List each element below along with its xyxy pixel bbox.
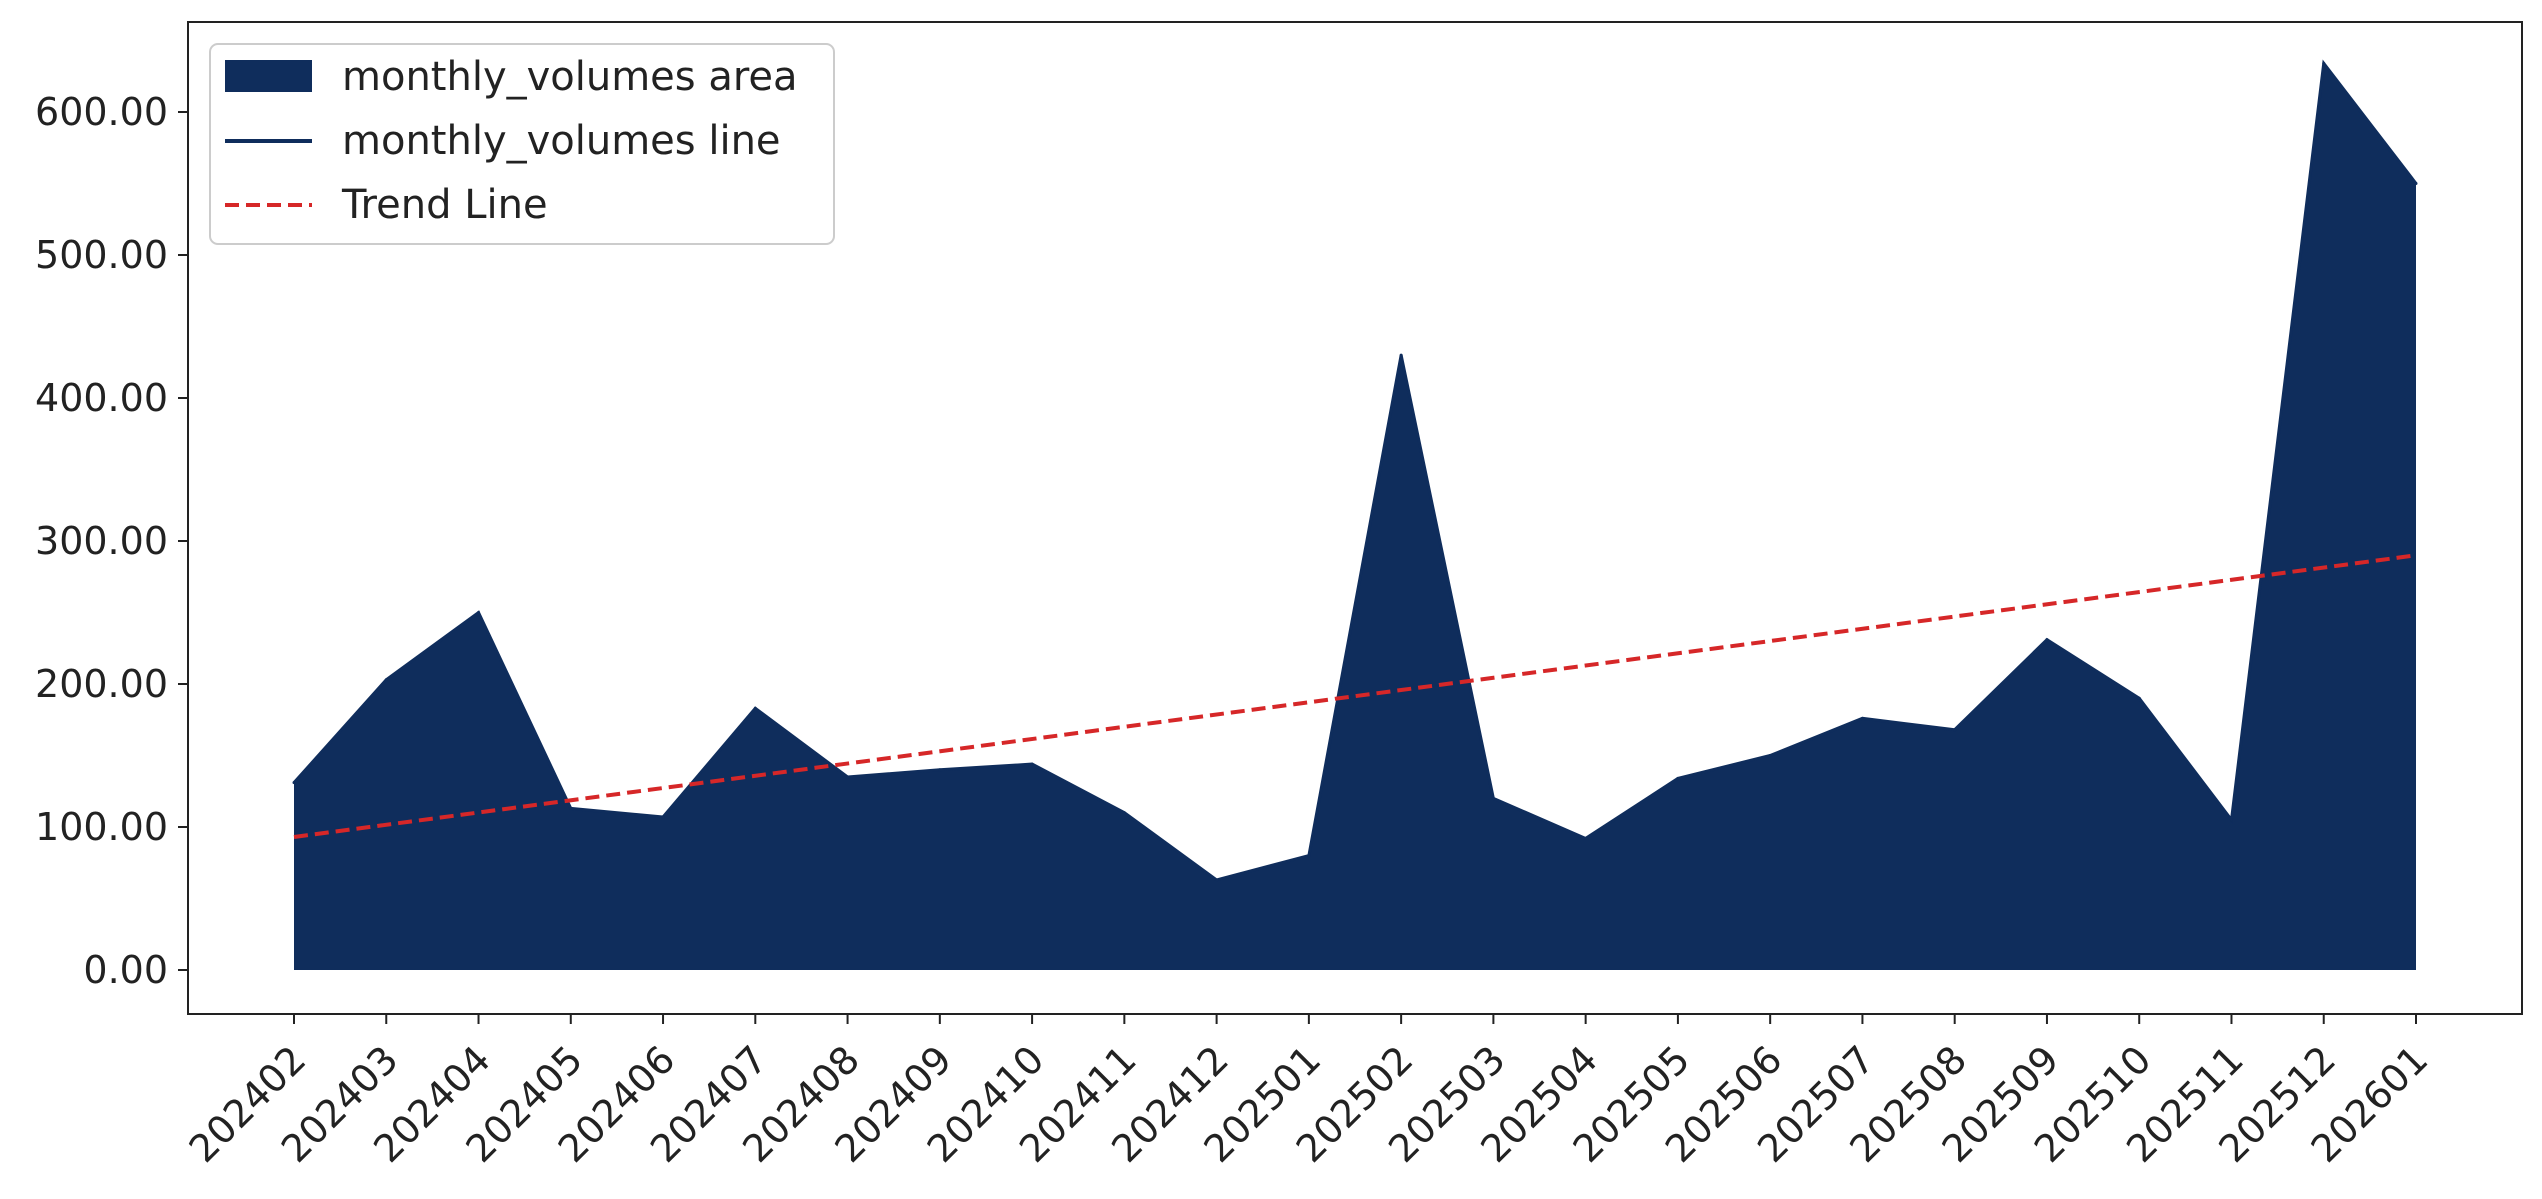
data-point (2322, 61, 2326, 65)
data-point (1768, 754, 1772, 757)
data-point (846, 775, 850, 779)
data-point (1307, 854, 1311, 858)
data-point (1122, 811, 1126, 815)
data-point (753, 706, 757, 710)
y-axis: 0.00 100.00 200.00 300.00 400.00 500.00 600.00 (35, 90, 188, 992)
data-point (1491, 796, 1495, 800)
y-tick-label: 100.00 (35, 805, 168, 849)
plot-frame (187, 21, 2523, 1015)
data-point (569, 806, 573, 810)
data-point (1215, 878, 1219, 882)
legend: monthly_volumes area monthly_volumes lin… (209, 43, 835, 245)
series-area (294, 63, 2416, 970)
y-tick-label: 0.00 (83, 948, 168, 992)
legend-box (209, 43, 835, 245)
data-point (384, 678, 388, 682)
series-line (292, 59, 2418, 882)
data-point (1399, 353, 1403, 357)
data-point (661, 815, 665, 819)
data-point (1584, 836, 1588, 840)
y-tick-label: 400.00 (35, 376, 168, 420)
y-tick-label: 300.00 (35, 519, 168, 563)
x-axis: 2024022024032024042024052024062024072024… (181, 1014, 2436, 1171)
data-point (1676, 776, 1680, 780)
data-point (477, 611, 481, 614)
legend-trend-label: Trend Line (341, 182, 548, 228)
data-point (938, 768, 942, 772)
data-point (2229, 818, 2233, 822)
y-tick-label: 600.00 (35, 90, 168, 134)
y-tick-label: 500.00 (35, 233, 168, 277)
data-point (292, 781, 296, 785)
data-point (1953, 728, 1957, 732)
legend-area-label: monthly_volumes area (342, 54, 798, 100)
data-point (1030, 762, 1034, 766)
legend-area-swatch (225, 60, 312, 92)
data-point (2045, 638, 2049, 642)
data-point (2414, 182, 2418, 185)
area-layer (292, 59, 2418, 970)
y-tick-label: 200.00 (35, 662, 168, 706)
data-point (2137, 696, 2141, 700)
legend-line-label: monthly_volumes line (342, 118, 781, 164)
data-point (1860, 716, 1864, 720)
